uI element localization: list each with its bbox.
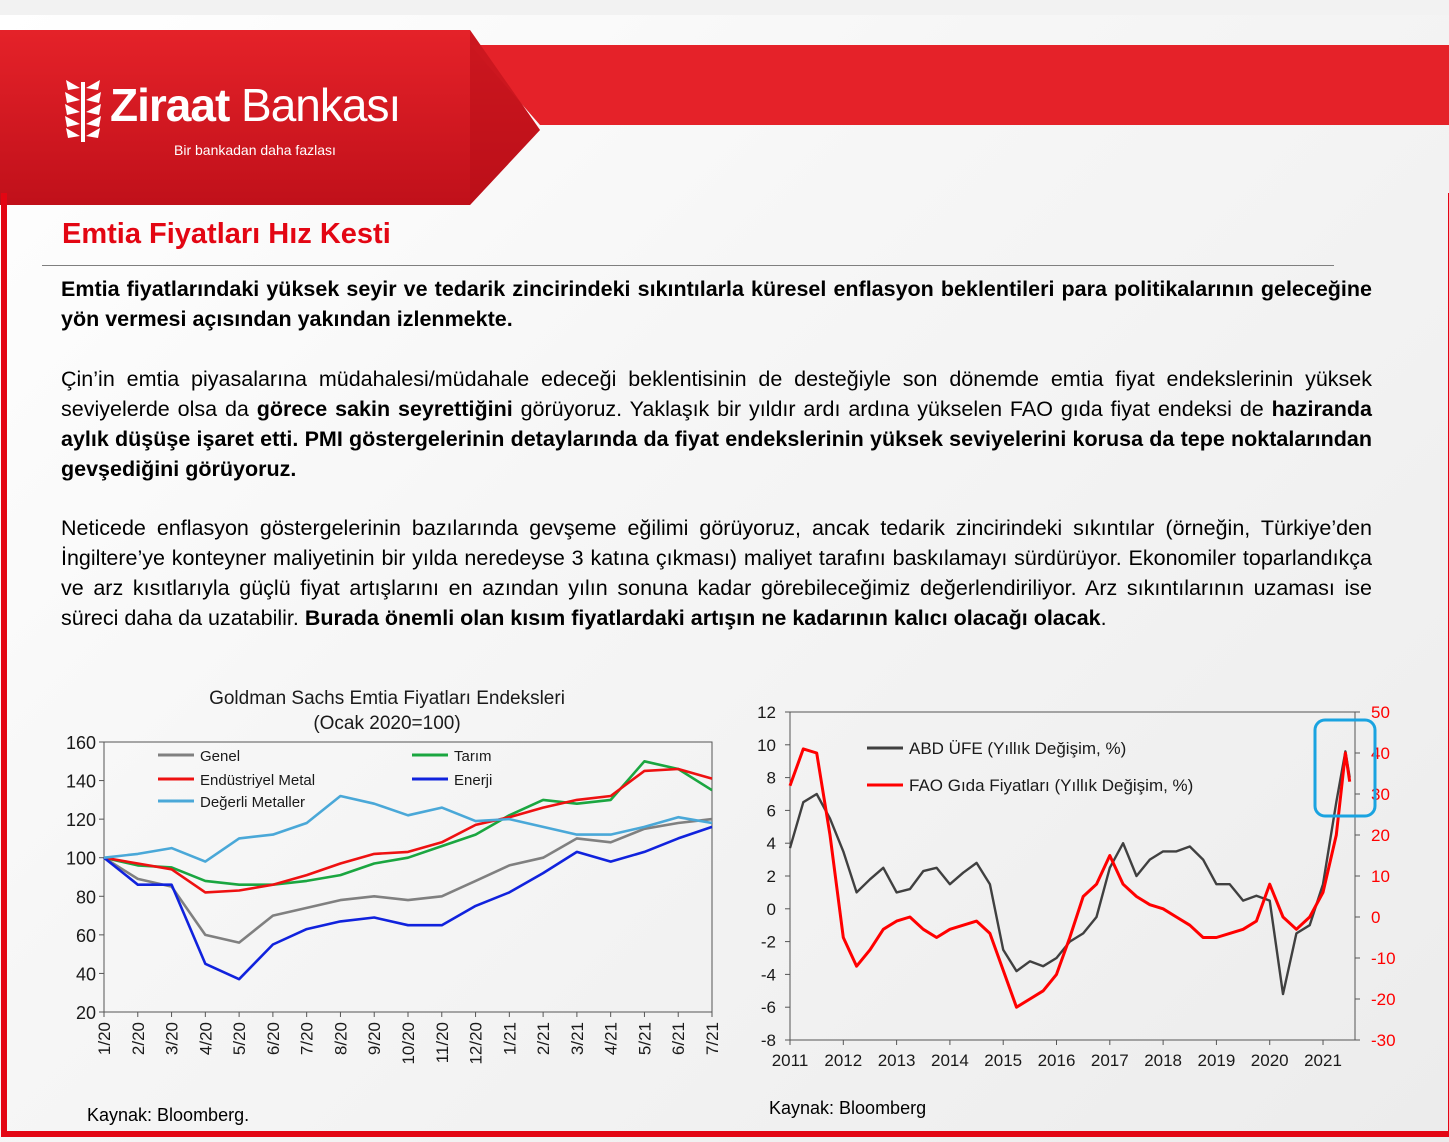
header-band [0, 30, 1449, 205]
chart2-ytick-label: 4 [767, 834, 776, 853]
chart1-legend-label: Enerji [454, 772, 492, 789]
chart2-highlight-box [1313, 718, 1377, 818]
chart2-ytick-label: 0 [767, 900, 776, 919]
chart2-ytick-label: 10 [757, 736, 776, 755]
chart1-ytick-label: 80 [76, 887, 96, 907]
chart1-xtick-label: 1/20 [95, 1022, 114, 1055]
chart1-xtick-label: 11/20 [433, 1022, 452, 1063]
chart2-y2tick-label: 50 [1371, 703, 1390, 722]
chart2-ytick-label: -8 [761, 1031, 776, 1050]
chart1-series-line-3 [103, 825, 713, 981]
chart2-xtick-label: 2021 [1304, 1051, 1342, 1070]
source-right: Kaynak: Bloomberg [769, 1098, 927, 1118]
chart1-xtick-label: 5/21 [635, 1022, 654, 1055]
chart1-xtick-label: 4/20 [196, 1022, 215, 1055]
chart1-xtick-label: 5/20 [230, 1022, 249, 1055]
chart1-ytick-label: 20 [76, 1003, 96, 1023]
chart2-xtick-label: 2013 [878, 1051, 916, 1070]
chart1-ytick-label: 100 [66, 849, 96, 869]
chart2-legend-label: ABD ÜFE (Yıllık Değişim, %) [909, 739, 1126, 758]
chart2-ytick-label: 12 [757, 703, 776, 722]
chart1-xtick-label: 12/20 [467, 1022, 486, 1065]
title-divider [42, 265, 1334, 266]
p2-part-a: Çin’in emtia piyasalarına müdahalesi/müd… [61, 367, 1372, 421]
chart2-series-line-1 [788, 747, 1352, 1009]
chart1-xtick-label: 4/21 [602, 1022, 621, 1055]
p3-part-c: . [1100, 606, 1107, 630]
chart2-y2tick-label: -20 [1371, 990, 1396, 1009]
logo-wordmark: Ziraat Bankası [110, 78, 401, 132]
chart2-y2tick-label: -30 [1371, 1031, 1396, 1050]
chart2-ytick-label: 6 [767, 801, 776, 820]
chart1-series-line-4 [103, 794, 713, 863]
chart1-ytick-label: 160 [66, 733, 96, 753]
chart1-xtick-label: 6/20 [264, 1022, 283, 1055]
chart1-legend-label: Değerli Metaller [200, 794, 305, 811]
chart2-y2tick-label: 0 [1371, 908, 1380, 927]
chart1-series-line-2 [103, 767, 713, 894]
chart1-legend-label: Endüstriyel Metal [200, 772, 315, 789]
chart2-xtick-label: 2016 [1038, 1051, 1076, 1070]
chart1-xtick-label: 3/21 [568, 1022, 587, 1055]
chart1-xtick-label: 9/20 [365, 1022, 384, 1055]
p3-part-b: Burada önemli olan kısım fiyatlardaki ar… [304, 606, 1101, 630]
chart1-xtick-label: 7/20 [298, 1022, 317, 1055]
chart2-ytick-label: -4 [761, 965, 776, 984]
chart2-ytick-label: 2 [767, 867, 776, 886]
chart1-xtick-label: 3/20 [163, 1022, 182, 1055]
chart2-xtick-label: 2019 [1198, 1051, 1236, 1070]
chart1-xtick-label: 1/21 [500, 1022, 519, 1055]
logo-word-ziraat: Ziraat [110, 79, 230, 131]
chart2-series-line-0 [788, 750, 1351, 996]
chart2-y2tick-label: 10 [1371, 867, 1390, 886]
chart2-xtick-label: 2014 [931, 1051, 969, 1070]
p2-part-c: görüyoruz. Yaklaşık bir yıldır ardı ardı… [512, 397, 1272, 421]
logo-slogan: Bir bankadan daha fazlası [174, 142, 336, 158]
chart1-ytick-label: 120 [66, 810, 96, 830]
chart1-ytick-label: 140 [66, 772, 96, 792]
source-left: Kaynak: Bloomberg. [87, 1105, 250, 1125]
chart2-legend-label: FAO Gıda Fiyatları (Yıllık Değişim, %) [909, 776, 1193, 795]
wheat-logo-icon [65, 80, 101, 142]
chart2-xtick-label: 2011 [772, 1051, 809, 1070]
chart1-xtick-label: 8/20 [331, 1022, 350, 1055]
chart1-legend-label: Tarım [454, 748, 492, 765]
chart1-legend-label: Genel [200, 748, 240, 765]
chart2-y2tick-label: -10 [1371, 949, 1396, 968]
chart2-ytick-label: -6 [761, 998, 776, 1017]
p2-part-d: haziranda aylık düşüşe işaret etti. PMI … [61, 397, 1372, 481]
chart2-xtick-label: 2017 [1091, 1051, 1129, 1070]
chart2-xtick-label: 2012 [824, 1051, 862, 1070]
chart2-y2tick-label: 20 [1371, 826, 1390, 845]
chart2-ytick-label: 8 [767, 769, 776, 788]
chart1-subtitle: (Ocak 2020=100) [313, 713, 460, 734]
chart1-ytick-label: 60 [76, 926, 96, 946]
chart2-xtick-label: 2020 [1251, 1051, 1289, 1070]
chart2-ytick-label: -2 [761, 933, 776, 952]
chart1-xtick-label: 10/20 [399, 1022, 418, 1065]
chart1-ytick-label: 40 [76, 964, 96, 984]
chart2-xtick-label: 2015 [984, 1051, 1022, 1070]
ppi-fao-chart: -8-6-4-2024681012-30-20-1001020304050201… [757, 703, 1396, 1070]
p2-part-b: görece sakin seyrettiğini [256, 397, 513, 421]
top-band [0, 0, 1449, 15]
chart1-xtick-label: 6/21 [669, 1022, 688, 1055]
chart1-xtick-label: 2/21 [534, 1022, 553, 1055]
paragraph-china: Çin’in emtia piyasalarına müdahalesi/müd… [61, 364, 1372, 484]
chart1-title: Goldman Sachs Emtia Fiyatları Endeksleri [209, 688, 565, 709]
logo-word-bankasi: Bankası [241, 79, 401, 131]
page-title: Emtia Fiyatları Hız Kesti [62, 218, 391, 250]
chart2-xtick-label: 2018 [1144, 1051, 1182, 1070]
paragraph-intro: Emtia fiyatlarındaki yüksek seyir ve ted… [61, 277, 1372, 331]
paragraph-conclusion: Neticede enflasyon göstergelerinin bazıl… [61, 513, 1372, 633]
p3-part-a: Neticede enflasyon göstergelerinin bazıl… [61, 516, 1372, 630]
chart1-series-line-1 [103, 760, 713, 886]
goldman-sachs-commodity-chart: Goldman Sachs Emtia Fiyatları Endeksleri… [66, 688, 722, 1065]
chart1-series-line-0 [103, 817, 713, 944]
chart1-xtick-label: 7/21 [703, 1022, 722, 1055]
chart1-xtick-label: 2/20 [129, 1022, 148, 1055]
